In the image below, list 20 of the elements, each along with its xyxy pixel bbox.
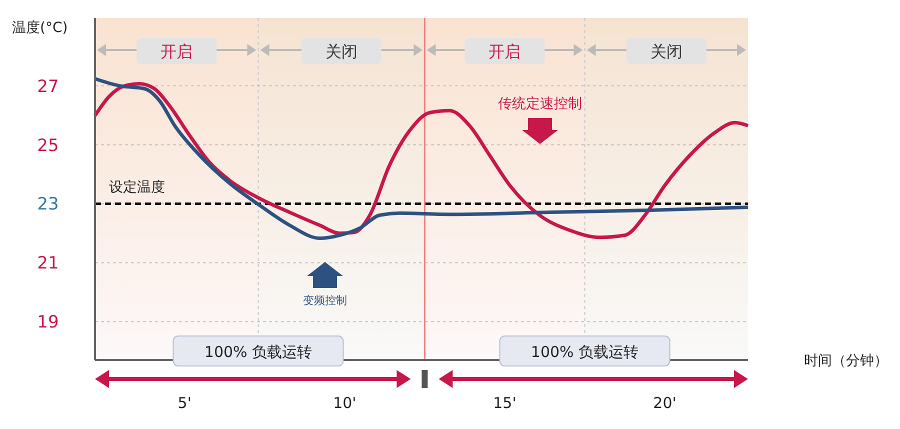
- x-tick-label: 15': [493, 394, 516, 412]
- annotation: 100% 负载运转: [530, 343, 639, 361]
- y-axis-title: 温度(°C): [12, 20, 68, 36]
- y-tick-label: 25: [37, 136, 59, 156]
- x-axis-title: 时间（分钟）: [804, 353, 888, 369]
- y-tick-label: 19: [37, 312, 59, 333]
- band-label: 关闭: [650, 42, 682, 61]
- x-tick-label: 5': [178, 394, 192, 412]
- band-label: 开启: [160, 42, 193, 61]
- x-tick-label: 10': [333, 394, 356, 412]
- text: 传统定速控制: [498, 96, 582, 112]
- ref-line-label: 设定温度: [109, 180, 165, 196]
- y-tick-label: 27: [37, 76, 59, 97]
- legend-label: 变频控制: [303, 294, 347, 307]
- band-label: 开启: [488, 42, 521, 61]
- x-tick-label: 20': [653, 394, 676, 412]
- y-tick-label: 23: [37, 194, 59, 215]
- y-tick-label: 21: [37, 254, 59, 274]
- annotation: 100% 负载运转: [204, 343, 312, 361]
- band-label: 关闭: [325, 42, 358, 61]
